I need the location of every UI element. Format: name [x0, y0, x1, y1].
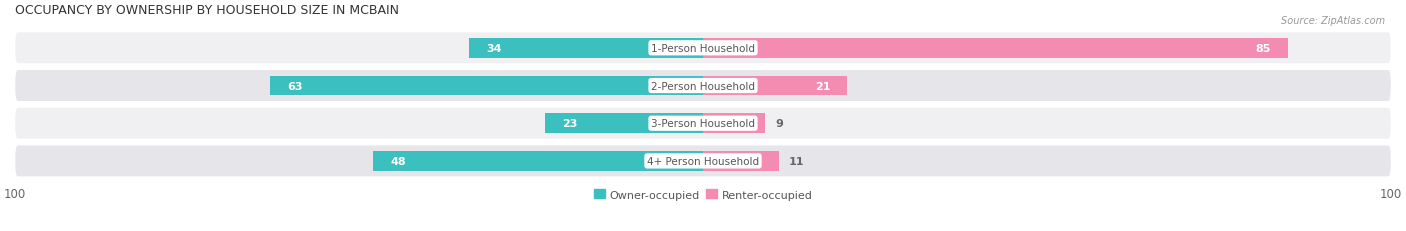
Text: 85: 85: [1256, 44, 1271, 54]
Text: 2-Person Household: 2-Person Household: [651, 81, 755, 91]
Text: 1-Person Household: 1-Person Household: [651, 44, 755, 54]
Bar: [270, 76, 703, 96]
FancyBboxPatch shape: [15, 71, 1391, 102]
Legend: Owner-occupied, Renter-occupied: Owner-occupied, Renter-occupied: [589, 185, 817, 204]
Bar: [703, 39, 1288, 58]
Text: 4+ Person Household: 4+ Person Household: [647, 156, 759, 166]
Text: 9: 9: [775, 119, 783, 129]
Bar: [546, 114, 703, 134]
Text: 11: 11: [789, 156, 804, 166]
Text: 34: 34: [486, 44, 502, 54]
FancyBboxPatch shape: [15, 108, 1391, 139]
Text: 23: 23: [562, 119, 578, 129]
Bar: [373, 152, 703, 171]
Text: Source: ZipAtlas.com: Source: ZipAtlas.com: [1281, 16, 1385, 26]
Text: 48: 48: [389, 156, 406, 166]
FancyBboxPatch shape: [15, 33, 1391, 64]
Text: 3-Person Household: 3-Person Household: [651, 119, 755, 129]
Text: 63: 63: [287, 81, 302, 91]
Text: 21: 21: [814, 81, 830, 91]
Bar: [703, 152, 779, 171]
Text: OCCUPANCY BY OWNERSHIP BY HOUSEHOLD SIZE IN MCBAIN: OCCUPANCY BY OWNERSHIP BY HOUSEHOLD SIZE…: [15, 4, 399, 17]
FancyBboxPatch shape: [15, 146, 1391, 177]
Bar: [703, 76, 848, 96]
Bar: [470, 39, 703, 58]
Bar: [703, 114, 765, 134]
